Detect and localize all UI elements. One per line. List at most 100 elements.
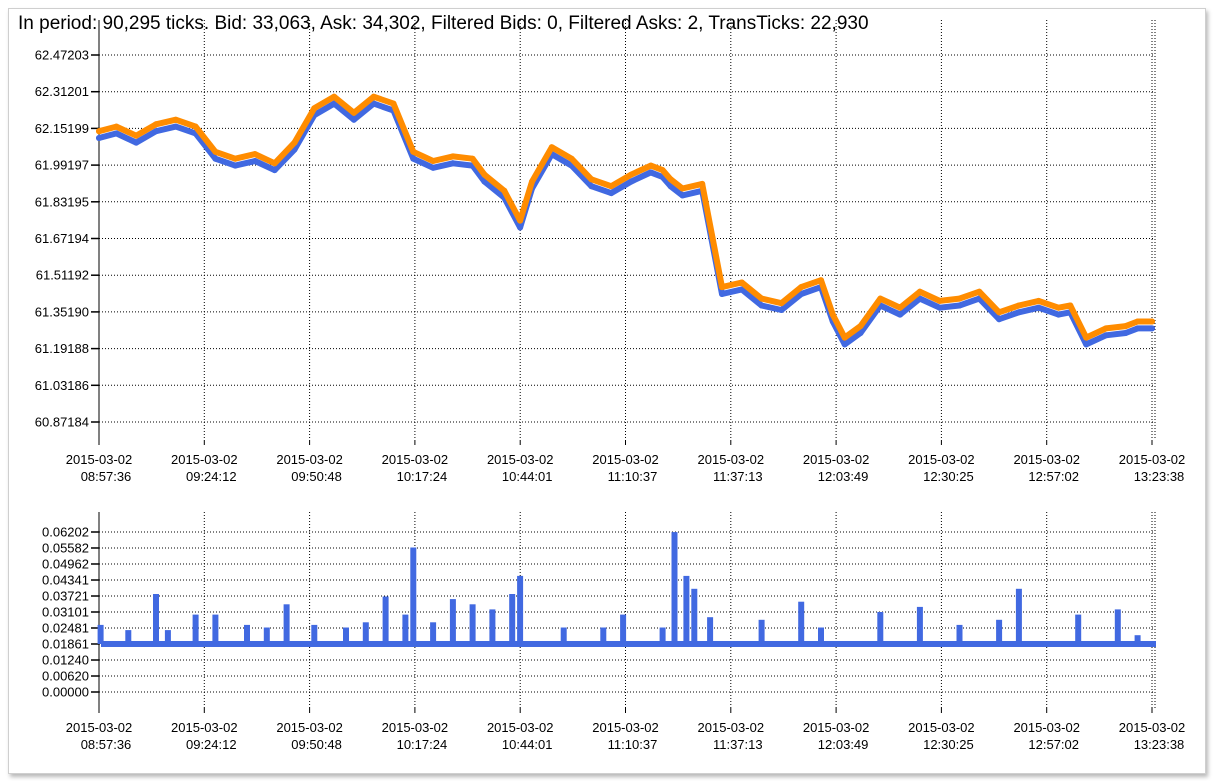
spread-bar xyxy=(620,614,627,644)
ask-point xyxy=(738,279,745,286)
bid-point xyxy=(916,295,923,302)
ask-point xyxy=(1067,302,1074,309)
x-tick-date: 2015-03-02 xyxy=(1013,452,1080,467)
x-tick-time: 08:57:36 xyxy=(81,469,132,484)
bid-point xyxy=(212,155,219,162)
x-tick-date: 2015-03-02 xyxy=(803,452,870,467)
spread-bar xyxy=(956,624,963,644)
bid-point xyxy=(153,128,159,135)
ask-point xyxy=(956,295,963,302)
y-tick-label: 62.31201 xyxy=(35,84,89,99)
x-tick-date: 2015-03-02 xyxy=(276,720,343,735)
bid-point xyxy=(956,302,963,309)
bid-point xyxy=(936,304,943,311)
bid-point xyxy=(410,155,417,162)
spread-bar xyxy=(192,614,199,644)
bid-point xyxy=(1134,325,1141,332)
spread-bar xyxy=(430,622,437,644)
ask-point xyxy=(449,153,456,160)
ask-point xyxy=(1122,323,1129,330)
x-tick-date: 2015-03-02 xyxy=(382,452,449,467)
spread-bar xyxy=(469,604,476,644)
bid-point xyxy=(271,167,278,174)
bid-point xyxy=(1103,332,1109,339)
spread-bar xyxy=(1114,609,1121,644)
spread-bar xyxy=(683,575,690,644)
x-tick-time: 12:30:25 xyxy=(923,737,974,752)
bid-point xyxy=(430,164,437,171)
spread-bar xyxy=(382,596,389,644)
x-tick-date: 2015-03-02 xyxy=(66,452,133,467)
ask-point xyxy=(350,109,357,116)
ask-point xyxy=(517,217,524,224)
ask-point xyxy=(311,105,318,112)
ask-point xyxy=(113,123,120,130)
spread-bar xyxy=(691,588,698,644)
ask-point xyxy=(529,178,535,185)
y-tick-label: 60.87184 xyxy=(35,415,89,430)
x-tick-date: 2015-03-02 xyxy=(487,452,554,467)
spread-bar xyxy=(212,614,219,644)
ask-point xyxy=(588,176,595,183)
x-tick-date: 2015-03-02 xyxy=(698,452,765,467)
spread-bar xyxy=(560,627,567,644)
x-tick-time: 10:44:01 xyxy=(502,737,553,752)
bid-point xyxy=(1015,309,1022,316)
spread-bar xyxy=(509,594,516,644)
y-tick-label: 0.06202 xyxy=(42,525,89,540)
x-tick-time: 11:10:37 xyxy=(608,469,658,484)
bid-point xyxy=(517,224,524,231)
ask-point xyxy=(133,132,140,139)
ask-point xyxy=(647,162,654,169)
ask-point xyxy=(548,144,555,151)
ask-point xyxy=(798,284,805,291)
x-tick-date: 2015-03-02 xyxy=(803,720,870,735)
y-tick-label: 61.03186 xyxy=(35,378,89,393)
y-tick-label: 0.01240 xyxy=(42,653,89,668)
ask-point xyxy=(829,311,836,318)
bid-point xyxy=(679,192,686,199)
x-tick-time: 12:57:02 xyxy=(1028,737,1079,752)
spread-bar xyxy=(410,547,417,644)
ask-point xyxy=(936,297,943,304)
x-tick-date: 2015-03-02 xyxy=(592,452,659,467)
chart-title: In period: 90,295 ticks. Bid: 33,063, As… xyxy=(18,13,869,34)
y-tick-label: 0.04341 xyxy=(42,573,89,588)
bid-point xyxy=(857,330,864,336)
spread-bar xyxy=(798,601,805,644)
ask-point xyxy=(679,185,686,192)
ask-point xyxy=(271,160,278,167)
bid-point xyxy=(1055,311,1062,318)
x-tick-date: 2015-03-02 xyxy=(276,452,343,467)
ask-point xyxy=(410,148,417,155)
x-tick-time: 09:50:48 xyxy=(291,737,342,752)
x-tick-time: 09:24:12 xyxy=(186,469,237,484)
x-tick-time: 10:17:24 xyxy=(397,737,448,752)
bid-point xyxy=(897,311,904,318)
bid-point xyxy=(841,341,848,348)
x-tick-time: 10:17:24 xyxy=(397,469,448,484)
y-tick-label: 61.67194 xyxy=(35,231,89,246)
ask-point xyxy=(501,187,508,194)
ask-point xyxy=(659,167,666,174)
bid-point xyxy=(667,183,674,190)
bid-point xyxy=(1035,304,1042,311)
bid-point xyxy=(588,183,595,190)
bid-point xyxy=(1149,325,1155,332)
y-tick-label: 0.05582 xyxy=(42,540,89,555)
bid-point xyxy=(133,139,140,146)
spread-bar xyxy=(1134,635,1141,644)
x-tick-time: 11:37:13 xyxy=(713,737,763,752)
bid-point xyxy=(1122,330,1129,336)
ask-point xyxy=(568,155,575,162)
bid-point xyxy=(628,178,634,185)
price-chart: 62.47203 62.31201 62.15199 61.99197 61.83195… xyxy=(35,20,1185,484)
spread-bar xyxy=(311,624,318,644)
bid-point xyxy=(798,291,805,297)
ask-point xyxy=(1103,325,1109,332)
y-tick-label: 61.35190 xyxy=(35,304,89,319)
bid-point xyxy=(172,123,179,130)
spread-bar xyxy=(517,575,524,644)
x-tick-date: 2015-03-02 xyxy=(908,452,975,467)
spread-bar xyxy=(707,617,714,644)
